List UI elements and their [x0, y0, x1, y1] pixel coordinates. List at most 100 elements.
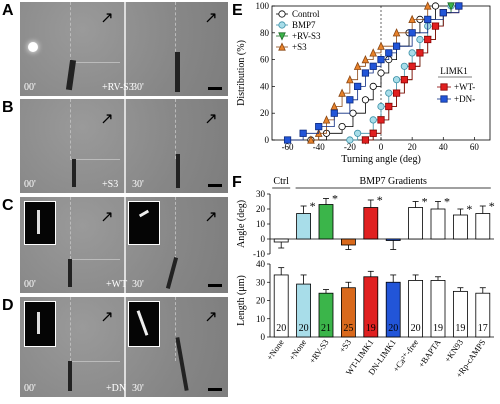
x-tick-label: -60 [282, 142, 294, 152]
data-point [369, 48, 378, 57]
scale-bar [208, 388, 222, 391]
time-label-end: 30' [132, 279, 144, 290]
group-label-ctrl: Ctrl [273, 176, 289, 187]
n-label: 20 [276, 323, 286, 334]
data-point [377, 102, 385, 111]
group-label-bmp7: BMP7 Gradients [359, 176, 427, 187]
time-label-start: 00' [24, 179, 36, 190]
data-point [400, 62, 408, 70]
data-point [416, 49, 424, 57]
x-tick-label: 20 [408, 142, 418, 152]
data-point [330, 109, 338, 117]
y-axis-label: Distribution (%) [236, 40, 247, 106]
y-tick-label: 10 [256, 314, 266, 324]
data-point [416, 35, 424, 44]
data-point [439, 9, 447, 17]
x-tick-label: -20 [344, 142, 356, 152]
bar [408, 207, 424, 240]
significance-star: * [332, 192, 338, 206]
y-tick-label: 10 [256, 219, 266, 229]
scale-bar [208, 87, 222, 90]
n-label: 19 [366, 323, 376, 334]
scale-bar [208, 184, 222, 187]
bar [430, 208, 446, 240]
data-point [408, 29, 416, 37]
significance-star: * [466, 202, 472, 216]
bar [273, 238, 289, 243]
time-label-end: 30' [132, 383, 144, 394]
fluorescence-inset [24, 201, 56, 245]
micrograph-c: → → 00' +WT 30' [20, 197, 228, 293]
data-point [385, 89, 393, 97]
data-point [338, 123, 346, 131]
bar [341, 238, 356, 246]
bar-charts: Ctrl BMP7 Gradients -10 0 10 20 30 Angle (deg) *… [236, 176, 495, 380]
data-point [361, 136, 370, 144]
data-point [377, 41, 385, 50]
data-point [361, 54, 370, 64]
time-label-start: 00' [24, 82, 36, 93]
bar [341, 287, 356, 338]
fluorescence-inset [24, 301, 56, 347]
y-tick-label: 0 [261, 332, 266, 342]
y-tick-label: 40 [256, 259, 266, 269]
y-tick-label: 20 [256, 296, 266, 306]
n-label: 20 [411, 323, 421, 334]
category-label: +None [264, 337, 286, 362]
category-label: +KN93 [442, 337, 465, 364]
n-label: 20 [299, 323, 309, 334]
y-tick-label: 40 [260, 81, 270, 91]
legend-label: Control [292, 9, 320, 19]
x-tick-label: 40 [439, 142, 449, 152]
condition-label: +S3 [102, 179, 119, 190]
n-label: 20 [388, 323, 398, 334]
legend-label: +WT- [454, 82, 475, 92]
micrograph-b: → → 00' +S3 30' [20, 99, 228, 193]
y-axis-label: Length (μm) [236, 275, 247, 326]
category-label: +RV-S3 [307, 337, 331, 365]
data-point [361, 69, 370, 77]
data-point [408, 14, 416, 24]
bar [452, 214, 468, 240]
condition-label: +RV-S3 [102, 82, 134, 93]
scale-bar [208, 284, 222, 287]
time-label-start: 00' [24, 279, 36, 290]
data-point [283, 136, 292, 144]
n-label: 25 [343, 323, 353, 334]
data-point [400, 76, 408, 84]
data-point [392, 89, 401, 97]
time-label-end: 30' [132, 179, 144, 190]
n-label: 19 [433, 323, 443, 334]
data-point [423, 1, 432, 10]
x-tick-label: -40 [313, 142, 325, 152]
data-point [346, 96, 354, 104]
n-label: 21 [321, 323, 331, 334]
x-tick-label: 0 [379, 142, 384, 152]
category-label: +None [287, 337, 309, 362]
data-point [354, 129, 362, 137]
data-point [447, 2, 455, 11]
data-point [369, 62, 377, 70]
y-tick-label: 20 [260, 108, 270, 118]
data-point [385, 102, 393, 111]
micrograph-d: → → 00' +DN 30' [20, 297, 228, 397]
legend-label: BMP7 [292, 20, 316, 30]
data-point [431, 22, 440, 30]
panel-letter-a: A [2, 2, 14, 19]
micrograph-a: → → 00' +RV-S3 30' [20, 2, 228, 96]
significance-star: * [489, 199, 495, 213]
legend-marker [278, 21, 286, 29]
data-point [392, 76, 401, 84]
legend-right: LIMK1 +WT- +DN- [435, 66, 489, 110]
fluorescence-inset [128, 301, 160, 347]
data-point [424, 15, 432, 24]
time-label-start: 00' [24, 383, 36, 394]
legend-label: +S3 [292, 42, 307, 52]
data-point [354, 82, 362, 90]
data-point [377, 56, 385, 64]
cumulative-distribution-chart: 0 20 40 60 80 100 -60 -40 -20 0 20 40 60 Turning angl… [236, 1, 491, 165]
data-point [385, 49, 393, 57]
y-tick-label: 0 [261, 234, 266, 244]
time-label-end: 30' [132, 82, 144, 93]
n-label: 19 [455, 323, 465, 334]
